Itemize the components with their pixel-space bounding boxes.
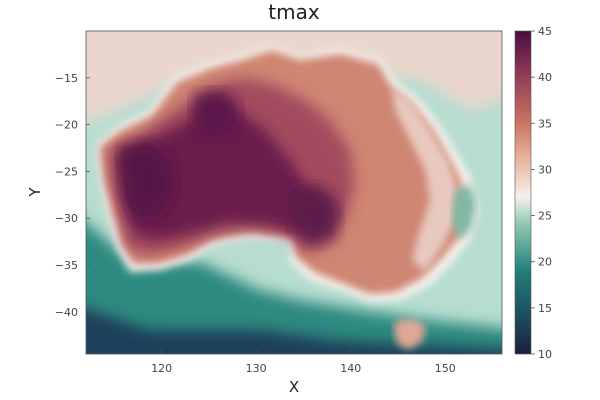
x-axis-ticks: 120 130 140 150 (151, 350, 456, 375)
y-tick-label: −30 (55, 212, 78, 225)
colorbar-tick-label: 10 (538, 348, 552, 361)
eastern-highlands (392, 88, 458, 272)
colorbar-tick-label: 15 (538, 302, 552, 315)
colorbar-tick-label: 40 (538, 71, 552, 84)
hot-spot-central (290, 185, 340, 245)
colorbar-tick-label: 30 (538, 163, 552, 176)
y-tick-label: −35 (55, 259, 78, 272)
colorbar-tick-label: 35 (538, 117, 552, 130)
cold-southern-ocean (86, 308, 502, 354)
colorbar-tick-label: 20 (538, 256, 552, 269)
y-tick-label: −40 (55, 306, 78, 319)
warm-northern-ocean (86, 31, 502, 122)
colorbar-tick-label: 25 (538, 210, 552, 223)
colorbar-ticks: 45 40 35 30 25 20 15 10 (531, 25, 552, 361)
x-axis-label: X (289, 378, 299, 396)
colorbar (514, 30, 532, 355)
y-tick-label: −20 (55, 119, 78, 132)
y-tick-label: −15 (55, 72, 78, 85)
y-axis-ticks: −15 −20 −25 −30 −35 −40 (55, 72, 90, 319)
x-tick-label: 150 (435, 362, 456, 375)
heatmap-plot-area (86, 31, 502, 354)
x-tick-label: 140 (340, 362, 361, 375)
plot-frame (85, 30, 503, 355)
cool-southern-ocean (86, 222, 502, 354)
y-axis-label: Y (26, 187, 44, 198)
hottest-core (118, 110, 318, 240)
alpine-cool-patch (452, 185, 476, 240)
y-tick-label: −25 (55, 165, 78, 178)
colorbar-tick-label: 45 (538, 25, 552, 38)
chart-title: tmax (268, 0, 320, 24)
hot-spot-north (192, 90, 240, 140)
hot-spot-west (120, 142, 175, 220)
tasmania (394, 318, 426, 350)
x-tick-label: 130 (246, 362, 267, 375)
x-tick-label: 120 (151, 362, 172, 375)
